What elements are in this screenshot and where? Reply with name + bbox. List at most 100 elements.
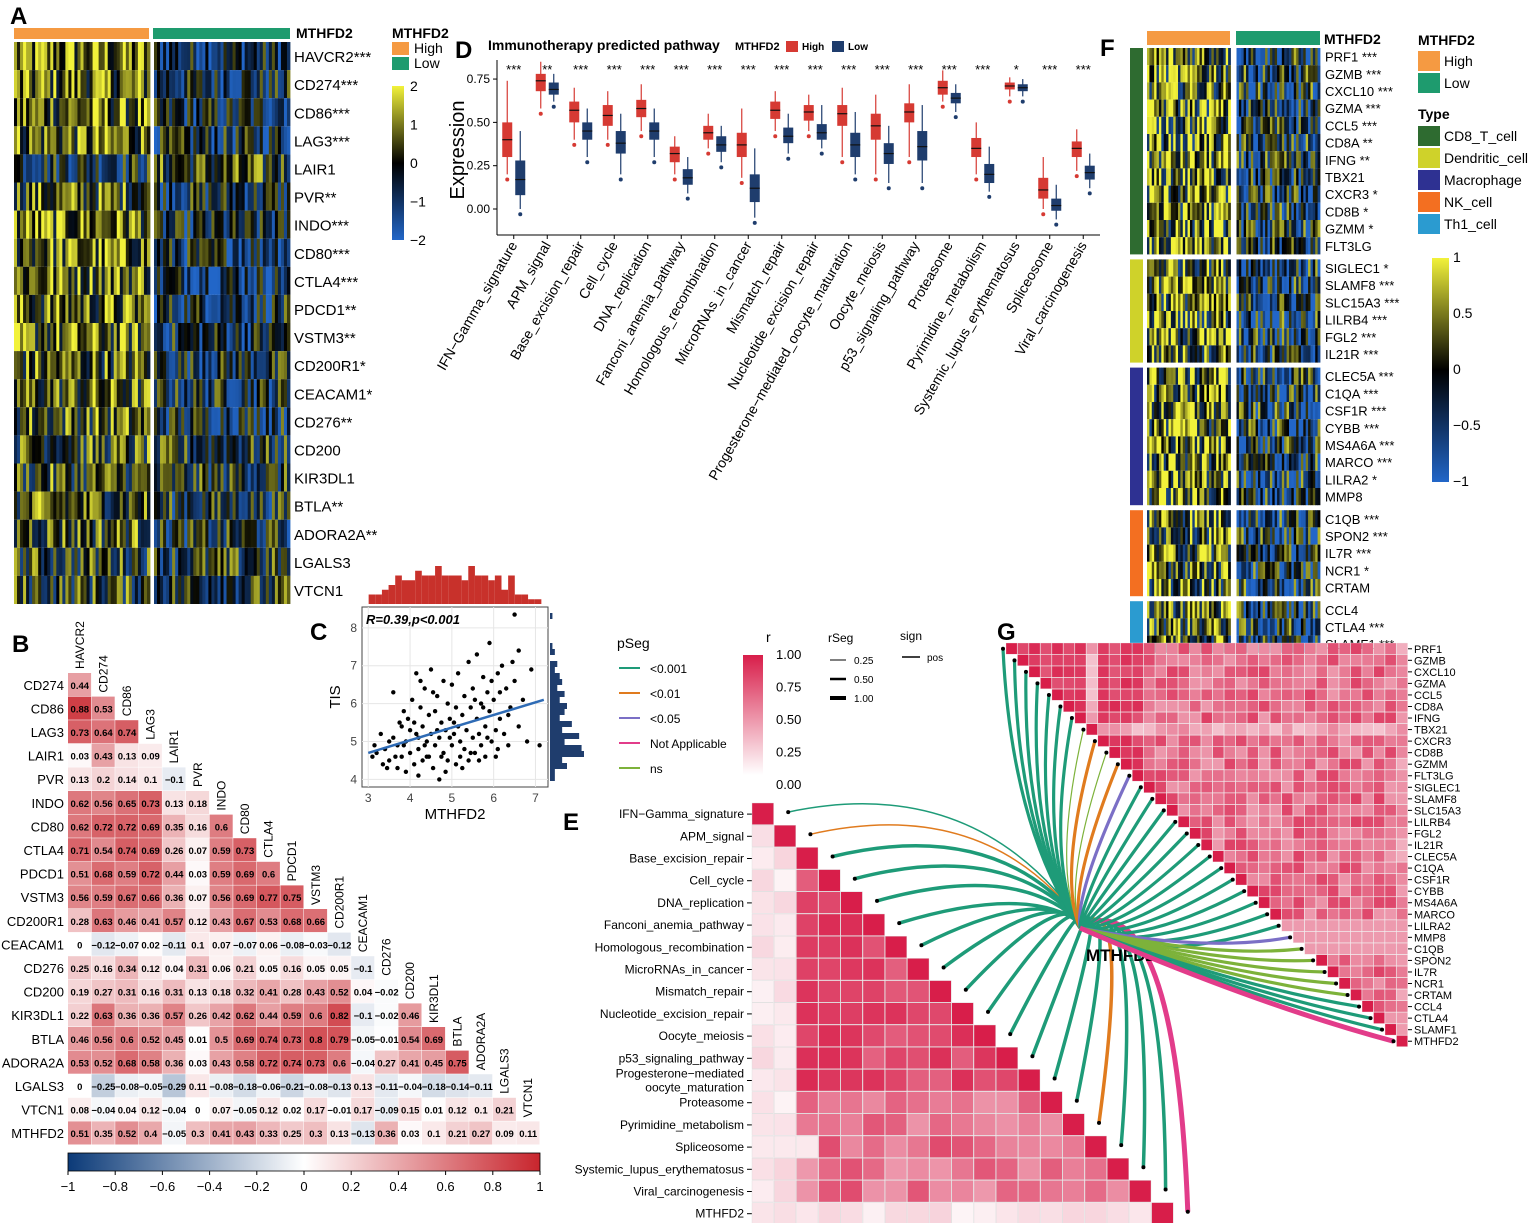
- heatmap-cell: [1211, 293, 1215, 311]
- heatmap-cell: [59, 323, 63, 352]
- correlation-cell: [751, 958, 774, 981]
- heatmap-cell: [44, 154, 48, 183]
- heatmap-cell: [178, 407, 182, 436]
- heatmap-cell: [1220, 134, 1224, 152]
- heatmap-cell: [259, 294, 264, 323]
- heatmap-cell: [1260, 48, 1264, 66]
- heatmap-cell: [190, 238, 194, 267]
- heatmap-cell: [1158, 276, 1162, 294]
- heatmap-cell: [1281, 151, 1285, 169]
- heatmap-cell: [1156, 402, 1160, 420]
- heatmap-cell: [1154, 488, 1157, 506]
- heatmap-cell: [265, 575, 270, 604]
- heatmap-cell: [256, 266, 261, 295]
- outlier-point: [1007, 99, 1012, 104]
- heatmap-cell: [17, 463, 21, 492]
- correlation-cell: [327, 956, 351, 980]
- heatmap-cell: [1317, 367, 1321, 385]
- correlation-value: −0.18: [233, 1082, 257, 1093]
- heatmap-cell: [1267, 220, 1271, 238]
- heatmap-cell: [1291, 151, 1295, 169]
- heatmap-cell: [23, 294, 27, 323]
- heatmap-cell: [77, 238, 81, 267]
- correlation-value: 0.14: [118, 775, 137, 786]
- heatmap-cell: [199, 547, 203, 576]
- heatmap-cell: [253, 266, 258, 295]
- heatmap-cell: [259, 379, 264, 408]
- heatmap-cell: [265, 323, 270, 352]
- heatmap-cell: [68, 491, 72, 520]
- row-label: PVR**: [294, 190, 337, 207]
- heatmap-cell: [1250, 436, 1254, 454]
- heatmap-cell: [1223, 402, 1227, 420]
- heatmap-cell: [214, 323, 218, 352]
- heatmap-cell: [1225, 488, 1229, 506]
- heatmap-cell: [1194, 48, 1198, 66]
- histogram-bar-x: [448, 575, 455, 604]
- heatmap-cell: [172, 98, 176, 127]
- heatmap-cell: [113, 323, 118, 352]
- heatmap-cell: [262, 294, 267, 323]
- correlation-value: −0.04: [351, 1058, 376, 1069]
- heatmap-cell: [1248, 220, 1252, 238]
- heatmap-cell: [250, 547, 255, 576]
- heatmap-cell: [32, 547, 36, 576]
- heatmap-cell: [80, 519, 84, 548]
- heatmap-cell: [1236, 293, 1240, 311]
- heatmap-cell: [1151, 293, 1155, 311]
- heatmap-cell: [193, 491, 197, 520]
- heatmap-cell: [113, 547, 118, 576]
- heatmap-cell: [1178, 328, 1181, 346]
- heatmap-cell: [1305, 237, 1309, 255]
- heatmap-cell: [146, 42, 151, 71]
- heatmap-cell: [1187, 384, 1191, 402]
- heatmap-cell: [1265, 82, 1268, 100]
- heatmap-cell: [77, 70, 81, 99]
- heatmap-cell: [134, 435, 139, 464]
- histogram-bar-x: [508, 575, 515, 604]
- heatmap-cell: [250, 238, 255, 267]
- heatmap-cell: [107, 575, 112, 604]
- correlation-cell: [751, 1113, 774, 1136]
- heatmap-cell: [1246, 328, 1249, 346]
- heatmap-cell: [17, 379, 21, 408]
- heatmap-cell: [214, 42, 218, 71]
- correlation-cell: [68, 696, 92, 720]
- heatmap-cell: [193, 238, 197, 267]
- correlation-cell: [751, 1202, 774, 1223]
- heatmap-cell: [1241, 510, 1245, 528]
- heatmap-cell: [98, 575, 103, 604]
- heatmap-cell: [217, 351, 221, 380]
- heatmap-cell: [1250, 48, 1254, 66]
- correlation-cell: [68, 838, 92, 862]
- heatmap-cell: [1284, 384, 1287, 402]
- heatmap-cell: [1303, 402, 1307, 420]
- heatmap-cell: [202, 266, 206, 295]
- heatmap-cell: [1288, 259, 1292, 277]
- heatmap-cell: [134, 407, 139, 436]
- heatmap-cell: [1213, 328, 1217, 346]
- heatmap-cell: [92, 463, 96, 492]
- heatmap-cell: [1308, 293, 1311, 311]
- heatmap-cell: [74, 98, 78, 127]
- heatmap-cell: [1269, 65, 1273, 83]
- heatmap-cell: [1260, 276, 1264, 294]
- row-label: Progesterone−mediated: [616, 1067, 744, 1081]
- heatmap-cell: [1279, 65, 1283, 83]
- heatmap-cell: [1265, 419, 1268, 437]
- heatmap-cell: [1197, 134, 1200, 152]
- heatmap-cell: [163, 379, 167, 408]
- heatmap-cell: [1204, 384, 1208, 402]
- heatmap-cell: [1225, 99, 1229, 117]
- heatmap-cell: [1218, 419, 1222, 437]
- correlation-cell: [91, 767, 115, 791]
- heatmap-cell: [1281, 116, 1285, 134]
- correlation-cell: [929, 1091, 952, 1114]
- heatmap-cell: [1243, 311, 1247, 329]
- heatmap-cell: [1305, 453, 1309, 471]
- heatmap-cell: [1180, 419, 1184, 437]
- heatmap-cell: [166, 238, 170, 267]
- heatmap-cell: [1228, 510, 1231, 528]
- link-endpoint: [830, 854, 835, 859]
- heatmap-cell: [1168, 510, 1172, 528]
